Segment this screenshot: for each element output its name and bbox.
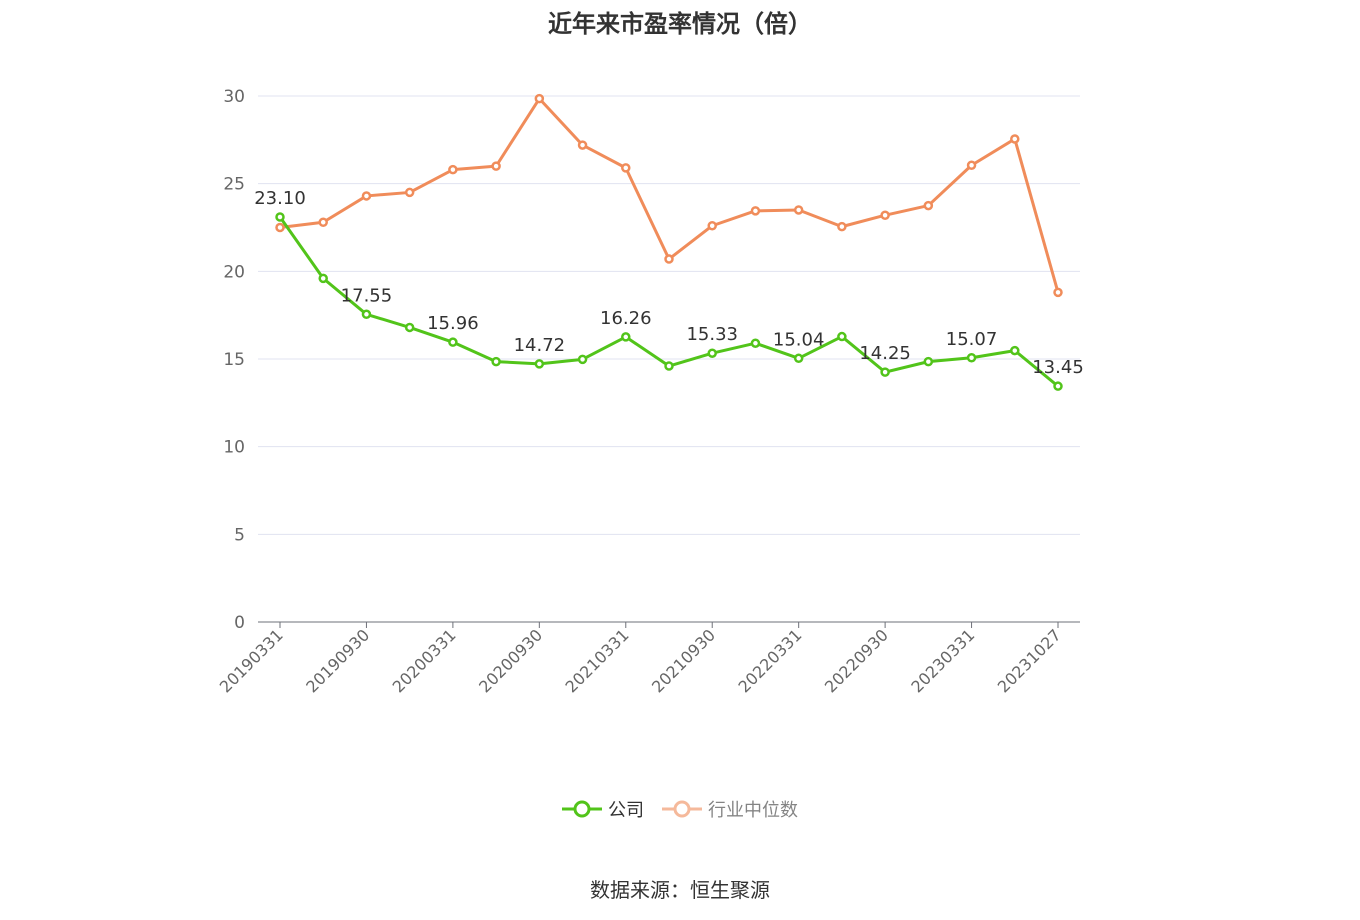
data-label: 15.96 [427,313,479,334]
x-tick-label: 20220331 [734,625,805,696]
data-point-industry-median [275,222,285,233]
data-point-company [448,337,458,347]
data-point-industry-median [621,163,631,173]
data-point-industry-median [923,200,934,211]
x-tick-label: 20190930 [302,625,373,696]
data-point-industry-median [750,206,761,216]
data-point-company [664,361,674,371]
data-point-industry-median [880,210,890,220]
data-label: 14.25 [859,343,911,364]
data-label: 23.10 [254,188,306,209]
data-point-company [404,322,415,333]
x-tick-label: 20231027 [994,625,1065,696]
y-tick-label: 30 [223,87,245,107]
data-point-industry-median [707,220,717,231]
data-point-company [750,338,761,348]
data-point-company [621,332,631,342]
data-point-company [837,331,847,342]
data-point-industry-median [318,217,328,227]
data-point-company [923,356,934,367]
x-tick-label: 20210930 [648,625,719,696]
series-lines [275,93,1063,391]
legend-label-industry-median: 行业中位数 [708,800,798,821]
x-tick-label: 20210331 [562,625,633,696]
data-point-industry-median [1010,134,1020,144]
y-tick-label: 15 [223,350,245,370]
data-point-company [1053,381,1063,391]
x-tick-label: 20200930 [475,625,546,696]
grid-lines [258,95,1080,535]
x-tick-label: 20220930 [821,625,892,696]
x-tick-label: 20190331 [216,625,287,696]
data-point-industry-median [966,160,977,171]
legend-item-industry-median[interactable]: 行业中位数 [662,796,798,822]
series-line-company [278,216,1059,388]
data-label: 14.72 [514,335,566,356]
legend-label-company: 公司 [608,800,644,821]
data-point-company [491,356,501,367]
data-label: 16.26 [600,308,652,329]
data-source: 数据来源：恒生聚源 [590,878,770,902]
data-point-industry-median [534,93,545,104]
legend-company-icon [562,800,602,818]
data-point-company [1010,345,1020,356]
data-point-company [793,353,804,364]
chart-title: 近年来市盈率情况（倍） [548,10,812,38]
legend-item-company[interactable]: 公司 [562,796,644,822]
data-point-industry-median [404,187,415,198]
legend-industry-icon [662,800,702,818]
data-point-industry-median [361,191,372,201]
data-point-industry-median [664,254,674,264]
x-tick-label: 20230331 [907,625,978,696]
data-label: 15.33 [686,324,738,345]
y-tick-label: 5 [234,525,245,545]
data-point-industry-median [793,205,804,215]
y-tick-label: 25 [223,175,245,195]
data-labels: 23.10 17.55 15.96 14.72 16.26 15.33 15.04 14.25… [254,188,1084,378]
data-point-company [361,309,372,320]
data-point-industry-median [1053,287,1063,298]
y-tick-label: 10 [223,438,245,458]
data-label: 17.55 [341,285,393,306]
data-label: 13.45 [1032,357,1084,378]
y-tick-label: 20 [223,262,245,282]
data-point-company [318,273,328,284]
data-point-industry-median [837,221,847,232]
data-point-company [534,359,545,369]
data-label: 15.07 [946,329,998,350]
line-chart: 0 5 10 15 20 25 30 20190331 20190930 20200331 2020… [216,87,1084,696]
data-label: 15.04 [773,329,825,350]
data-point-company [880,367,890,377]
data-point-company [707,348,717,358]
x-tick-label: 20200331 [389,625,460,696]
data-point-company [577,354,588,365]
data-point-company [966,353,977,363]
data-point-industry-median [491,161,501,171]
data-point-industry-median [577,140,588,150]
data-point-company [275,212,285,222]
legend: 公司 行业中位数 [0,796,1360,822]
axes: 0 5 10 15 20 25 30 20190331 20190930 20200331 2020… [216,87,1080,696]
data-point-industry-median [448,164,458,175]
y-tick-label: 0 [234,613,245,633]
